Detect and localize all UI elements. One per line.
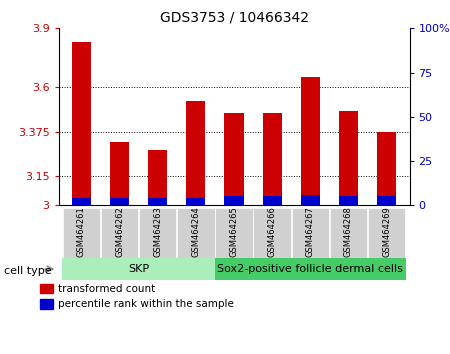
FancyBboxPatch shape: [177, 208, 215, 258]
Bar: [263, 196, 282, 205]
Bar: [301, 78, 320, 205]
Bar: [301, 195, 320, 205]
Title: GDS3753 / 10466342: GDS3753 / 10466342: [159, 10, 309, 24]
Bar: [225, 113, 243, 205]
Bar: [62, 258, 215, 280]
FancyBboxPatch shape: [63, 208, 100, 258]
FancyBboxPatch shape: [215, 208, 253, 258]
Legend: transformed count, percentile rank within the sample: transformed count, percentile rank withi…: [36, 280, 238, 314]
Text: SKP: SKP: [128, 264, 149, 274]
Bar: [72, 198, 91, 205]
Bar: [186, 101, 205, 205]
Text: GSM464265: GSM464265: [230, 206, 238, 257]
Text: GSM464262: GSM464262: [115, 206, 124, 257]
FancyBboxPatch shape: [368, 208, 405, 258]
Text: GSM464266: GSM464266: [268, 206, 277, 257]
Bar: [186, 198, 205, 205]
Text: Sox2-positive follicle dermal cells: Sox2-positive follicle dermal cells: [217, 264, 403, 274]
FancyBboxPatch shape: [330, 208, 367, 258]
FancyBboxPatch shape: [101, 208, 138, 258]
Bar: [377, 132, 396, 205]
Bar: [263, 113, 282, 205]
Bar: [225, 196, 243, 205]
FancyBboxPatch shape: [139, 208, 176, 258]
FancyBboxPatch shape: [292, 208, 329, 258]
Text: GSM464261: GSM464261: [77, 206, 86, 257]
Bar: [110, 142, 129, 205]
Bar: [377, 196, 396, 205]
Bar: [215, 258, 406, 280]
Text: GSM464267: GSM464267: [306, 206, 315, 257]
Text: GSM464269: GSM464269: [382, 206, 391, 257]
Bar: [339, 111, 358, 205]
Bar: [148, 150, 167, 205]
Text: cell type: cell type: [4, 266, 52, 276]
Bar: [72, 42, 91, 205]
Text: GSM464263: GSM464263: [153, 206, 162, 257]
Bar: [148, 198, 167, 205]
Bar: [339, 196, 358, 205]
Bar: [110, 198, 129, 205]
Text: GSM464264: GSM464264: [191, 206, 200, 257]
Text: GSM464268: GSM464268: [344, 206, 353, 257]
FancyBboxPatch shape: [253, 208, 291, 258]
